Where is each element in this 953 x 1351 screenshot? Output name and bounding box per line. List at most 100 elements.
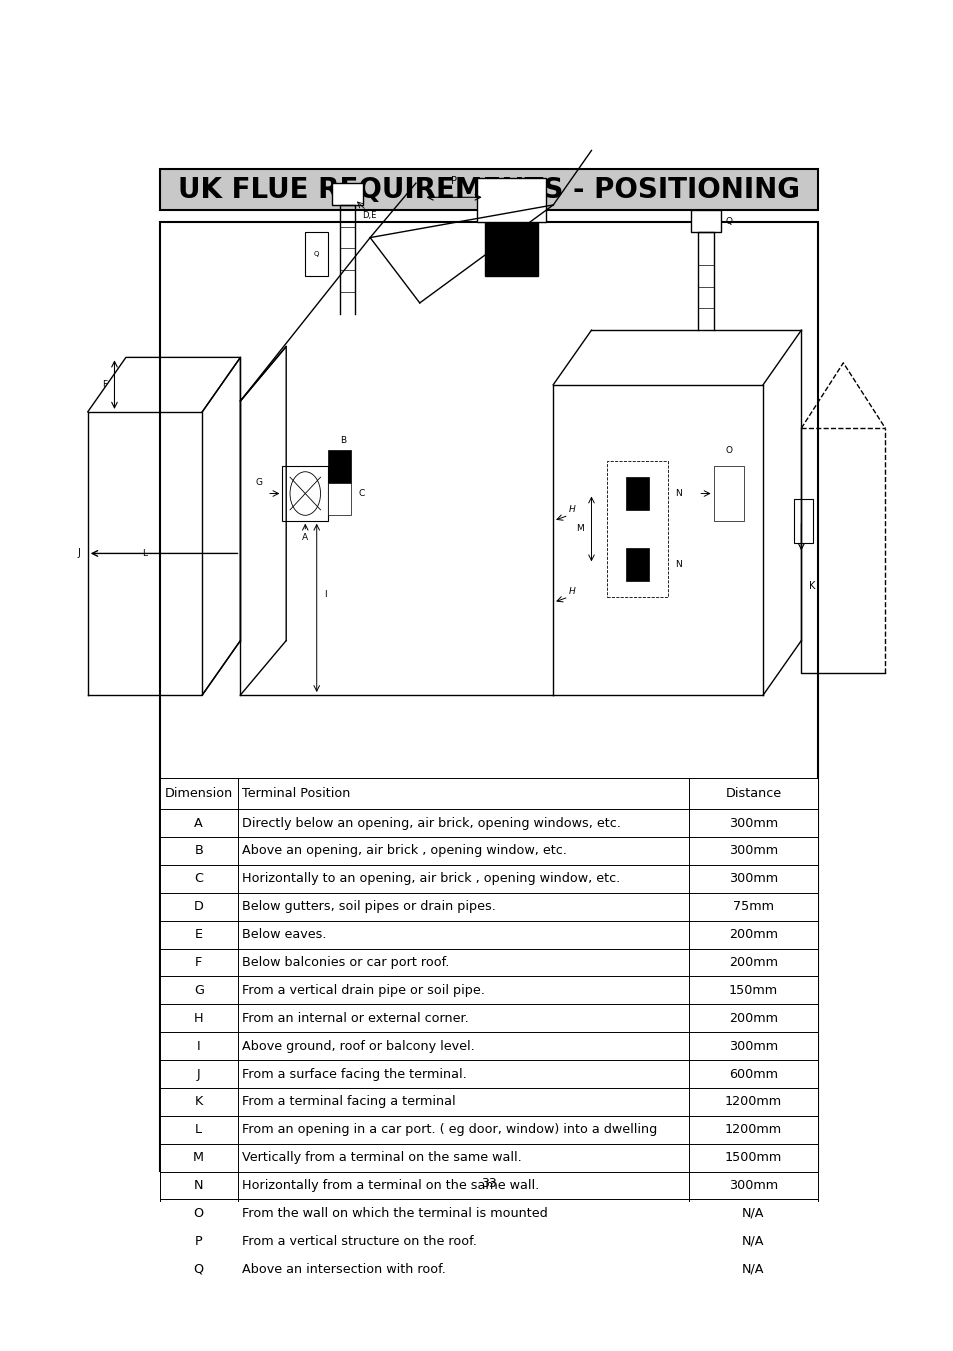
Text: H: H [568, 505, 576, 515]
Text: G: G [255, 478, 263, 488]
Text: L: L [142, 549, 148, 558]
Bar [332, 184, 362, 205]
Text: From a surface facing the terminal.: From a surface facing the terminal. [242, 1067, 466, 1081]
Text: Above an opening, air brick , opening window, etc.: Above an opening, air brick , opening wi… [242, 844, 566, 858]
Bar [160, 223, 817, 1171]
Text: C: C [194, 873, 203, 885]
Text: Below gutters, soil pipes or drain pipes.: Below gutters, soil pipes or drain pipes… [242, 900, 496, 913]
Text: Horizontally from a terminal on the same wall.: Horizontally from a terminal on the same… [242, 1179, 538, 1192]
Text: N/A: N/A [741, 1235, 764, 1248]
Bar [282, 466, 328, 520]
Text: N: N [675, 489, 681, 499]
Bar [328, 450, 351, 482]
Text: Above an intersection with roof.: Above an intersection with roof. [242, 1263, 445, 1275]
Bar [160, 1200, 817, 1227]
Text: From a vertical drain pipe or soil pipe.: From a vertical drain pipe or soil pipe. [242, 984, 484, 997]
Text: I: I [196, 1040, 200, 1052]
Bar [160, 920, 817, 948]
Bar [713, 466, 743, 520]
Bar [160, 1004, 817, 1032]
Bar [160, 1032, 817, 1061]
Text: Directly below an opening, air brick, opening windows, etc.: Directly below an opening, air brick, op… [242, 816, 620, 830]
Bar [160, 1061, 817, 1088]
Bar [690, 211, 720, 232]
Text: Dimension: Dimension [165, 788, 233, 800]
Text: From an opening in a car port. ( eg door, window) into a dwelling: From an opening in a car port. ( eg door… [242, 1123, 657, 1136]
Text: J: J [77, 549, 80, 558]
Text: Terminal Position: Terminal Position [242, 788, 350, 800]
Bar [305, 232, 328, 276]
Text: A: A [194, 816, 203, 830]
Text: K: K [808, 581, 815, 592]
Bar [160, 838, 817, 865]
Bar [160, 1088, 817, 1116]
Text: 75mm: 75mm [732, 900, 773, 913]
Text: N: N [675, 559, 681, 569]
Text: 300mm: 300mm [728, 816, 778, 830]
Bar [160, 977, 817, 1004]
Bar [160, 809, 817, 838]
Text: 600mm: 600mm [728, 1067, 777, 1081]
Text: Horizontally to an opening, air brick , opening window, etc.: Horizontally to an opening, air brick , … [242, 873, 619, 885]
Text: E: E [194, 928, 203, 942]
Text: I: I [324, 590, 327, 598]
Text: From an internal or external corner.: From an internal or external corner. [242, 1012, 468, 1025]
Bar [160, 169, 817, 211]
Text: J: J [196, 1067, 200, 1081]
Text: Above ground, roof or balcony level.: Above ground, roof or balcony level. [242, 1040, 475, 1052]
Text: From the wall on which the terminal is mounted: From the wall on which the terminal is m… [242, 1206, 547, 1220]
Text: C: C [358, 489, 365, 499]
Bar [160, 1255, 817, 1283]
Text: N: N [193, 1179, 203, 1192]
Text: Q: Q [724, 216, 731, 226]
Bar [328, 482, 351, 515]
Text: Q: Q [193, 1263, 204, 1275]
Text: M: M [576, 524, 583, 534]
Text: K: K [194, 1096, 203, 1108]
Text: 1500mm: 1500mm [724, 1151, 781, 1165]
Text: D,E: D,E [362, 211, 376, 220]
Text: 200mm: 200mm [728, 957, 777, 969]
Text: O: O [724, 446, 732, 455]
Text: 300mm: 300mm [728, 1179, 778, 1192]
Text: Vertically from a terminal on the same wall.: Vertically from a terminal on the same w… [242, 1151, 521, 1165]
Text: H: H [193, 1012, 203, 1025]
Bar [160, 1144, 817, 1171]
Text: 33: 33 [480, 1177, 497, 1190]
Text: 1200mm: 1200mm [724, 1096, 781, 1108]
Bar [484, 222, 537, 276]
Bar [160, 948, 817, 977]
Bar [160, 893, 817, 920]
Text: From a vertical structure on the roof.: From a vertical structure on the roof. [242, 1235, 476, 1248]
Bar [160, 1227, 817, 1255]
Text: L: L [195, 1123, 202, 1136]
Bar [625, 477, 648, 509]
Text: Below eaves.: Below eaves. [242, 928, 326, 942]
Text: F: F [195, 957, 202, 969]
Text: M: M [193, 1151, 204, 1165]
Text: 200mm: 200mm [728, 928, 777, 942]
Text: F: F [102, 380, 107, 389]
Bar [160, 1171, 817, 1200]
Text: Below balconies or car port roof.: Below balconies or car port roof. [242, 957, 449, 969]
Text: 150mm: 150mm [728, 984, 778, 997]
Text: N/A: N/A [741, 1263, 764, 1275]
Text: 200mm: 200mm [728, 1012, 777, 1025]
Text: B: B [340, 435, 346, 444]
Text: G: G [193, 984, 203, 997]
Text: D: D [193, 900, 203, 913]
Text: 300mm: 300mm [728, 844, 778, 858]
Text: 1200mm: 1200mm [724, 1123, 781, 1136]
Bar [160, 778, 817, 809]
Text: P: P [451, 177, 456, 186]
Text: From a terminal facing a terminal: From a terminal facing a terminal [242, 1096, 456, 1108]
Text: Distance: Distance [724, 788, 781, 800]
Text: 300mm: 300mm [728, 873, 778, 885]
Text: N/A: N/A [741, 1206, 764, 1220]
Bar [793, 499, 812, 543]
Text: P: P [194, 1235, 202, 1248]
Bar [625, 549, 648, 581]
Text: H: H [568, 588, 576, 596]
Text: UK FLUE REQUIREMENTS - POSITIONING: UK FLUE REQUIREMENTS - POSITIONING [178, 176, 799, 204]
Text: B: B [194, 844, 203, 858]
